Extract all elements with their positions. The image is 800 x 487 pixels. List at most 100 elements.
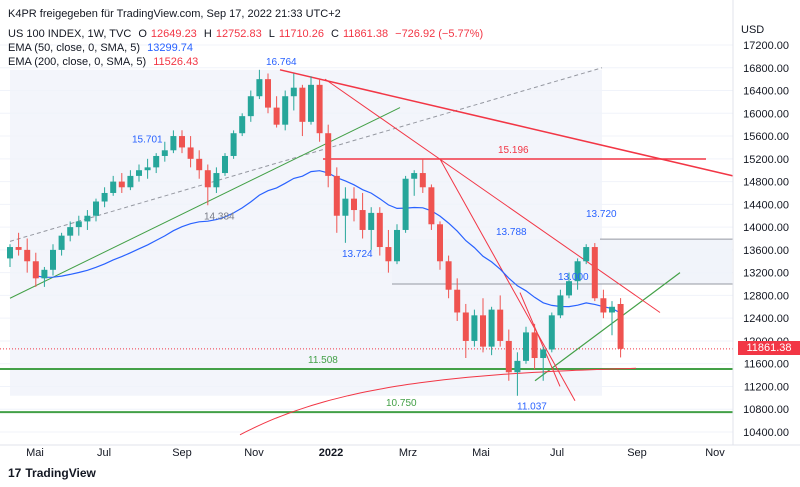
candle-body xyxy=(445,261,452,290)
price-axis-label: 14000.00 xyxy=(743,222,789,234)
candle-body xyxy=(308,84,314,122)
currency-label: USD xyxy=(741,24,765,36)
candle-body xyxy=(591,247,598,299)
candle-body xyxy=(58,235,65,250)
candle-body xyxy=(127,175,134,188)
candle-body xyxy=(187,147,194,159)
candle-body xyxy=(402,178,409,230)
candle-body xyxy=(290,87,297,97)
candle-body xyxy=(179,136,185,148)
candle-body xyxy=(480,315,486,347)
trend-green-upper xyxy=(9,107,401,299)
price-axis-label: 10400.00 xyxy=(743,427,789,439)
candle-body xyxy=(282,96,289,125)
ohlc-open: 12649.23 xyxy=(150,28,197,40)
candle-body xyxy=(376,212,383,248)
ema50-legend[interactable]: EMA (50, close, 0, SMA, 5) 13299.74 xyxy=(8,41,197,55)
ema200-value: 11526.43 xyxy=(153,56,199,68)
level-annotation: 13.720 xyxy=(586,209,617,220)
level-annotation: 10.750 xyxy=(386,398,417,409)
candle-body xyxy=(204,170,211,188)
time-axis-label: Sep xyxy=(627,447,647,459)
candle-body xyxy=(213,173,220,188)
candle-body xyxy=(523,332,529,361)
candle-body xyxy=(161,150,168,156)
trend-red-2 xyxy=(324,78,661,313)
candle-body xyxy=(67,227,74,236)
tradingview-logo[interactable]: 17 TradingView xyxy=(8,466,96,480)
candle-body xyxy=(557,295,564,316)
time-axis-label: Mrz xyxy=(399,447,417,459)
candle-body xyxy=(471,315,478,341)
candle-body xyxy=(566,281,572,296)
candle-body xyxy=(230,133,237,156)
candle-body xyxy=(488,309,495,347)
ema200-label: EMA (200, close, 0, SMA, 5) xyxy=(8,56,147,68)
trend-dashed xyxy=(9,67,603,242)
symbol-name[interactable]: US 100 INDEX, 1W, TVC xyxy=(8,28,132,40)
level-annotation: 16.764 xyxy=(266,57,297,68)
ohlc-close: 11861.38 xyxy=(343,28,389,40)
candle-body xyxy=(15,247,22,250)
price-axis-label: 14800.00 xyxy=(743,177,789,189)
trend-green-lower xyxy=(534,272,681,382)
ema200-legend[interactable]: EMA (200, close, 0, SMA, 5) 11526.43 xyxy=(8,55,202,69)
candle-body xyxy=(531,332,538,359)
time-axis-label: Mai xyxy=(26,447,44,459)
ohlc-high: 12752.83 xyxy=(215,28,262,40)
candle-body xyxy=(394,229,400,262)
level-annotation: 13.788 xyxy=(496,227,527,238)
candle-body xyxy=(50,249,56,270)
level-annotation: 15.701 xyxy=(132,134,163,145)
candle-body xyxy=(118,181,125,188)
ohlc-low: 11710.26 xyxy=(278,28,324,40)
time-axis-label: Sep xyxy=(172,447,192,459)
price-axis-bg xyxy=(733,0,800,445)
candle-body xyxy=(540,349,547,359)
candle-body xyxy=(617,303,624,349)
price-axis-label: 10800.00 xyxy=(743,404,789,416)
candle-body xyxy=(368,212,375,230)
candle-body xyxy=(316,84,323,134)
candle-body xyxy=(110,181,117,193)
candle-body xyxy=(514,360,521,373)
candle-body xyxy=(333,175,340,216)
price-axis-label: 13600.00 xyxy=(743,245,789,257)
candle-body xyxy=(144,167,151,171)
price-axis-label: 16000.00 xyxy=(743,108,789,120)
trend-red-main xyxy=(279,69,734,177)
candle-body xyxy=(574,261,581,282)
candle-body xyxy=(136,170,142,176)
candle-body xyxy=(359,210,366,230)
brand-name: TradingView xyxy=(25,466,96,480)
candle-body xyxy=(411,173,418,179)
trend-red-4 xyxy=(519,292,561,387)
candle-body xyxy=(273,107,280,125)
price-axis-label: 14400.00 xyxy=(743,199,789,211)
candle-body xyxy=(75,221,82,228)
level-annotation: 13.000 xyxy=(558,272,589,283)
ema50-value: 13299.74 xyxy=(147,42,194,54)
time-axis-label: Nov xyxy=(244,447,264,459)
candle-body xyxy=(428,187,435,225)
time-axis-label: Jul xyxy=(97,447,111,459)
candle-body xyxy=(497,309,504,341)
ohlc-line: US 100 INDEX, 1W, TVC O 12649.23 H 12752.8… xyxy=(8,28,484,40)
publisher-line: K4PR freigegeben für TradingView.com, Se… xyxy=(8,8,341,20)
ema200-line xyxy=(239,367,637,436)
price-axis-label: 15200.00 xyxy=(743,154,789,166)
candle-body xyxy=(41,269,48,279)
level-annotation: 13.724 xyxy=(342,249,373,260)
candle-body xyxy=(170,136,177,151)
candle-body xyxy=(600,298,607,313)
price-axis-label: 12400.00 xyxy=(743,313,789,325)
candle-body xyxy=(505,340,512,373)
candle-body xyxy=(419,173,426,188)
candle-body xyxy=(239,116,246,134)
time-axis-label: Jul xyxy=(550,447,564,459)
price-axis-label: 13200.00 xyxy=(743,268,789,280)
level-annotation: 11.037 xyxy=(517,402,547,413)
candle-body xyxy=(24,249,31,262)
time-axis-label: Mai xyxy=(472,447,490,459)
